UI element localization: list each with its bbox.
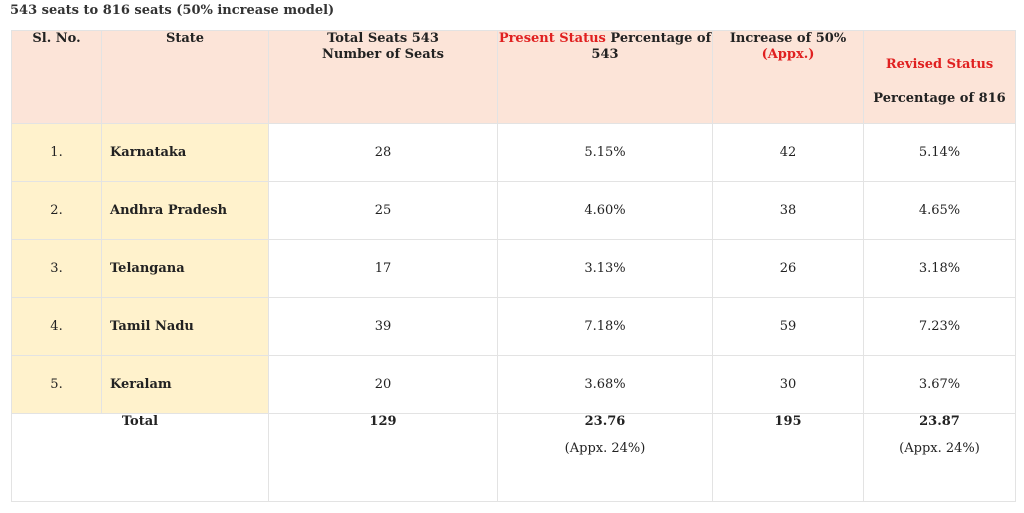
table-row: 3. Telangana 17 3.13% 26 3.18% — [11, 239, 1016, 298]
row-sl-no: 4. — [11, 297, 102, 356]
row-seats: 17 — [268, 239, 498, 298]
total-revised: 23.87 (Appx. 24%) — [863, 413, 1016, 502]
header-total-seats-line2: Number of Seats — [321, 47, 445, 62]
total-increase: 195 — [712, 413, 864, 502]
header-state: State — [101, 30, 269, 124]
row-seats: 20 — [268, 355, 498, 414]
row-increase: 26 — [712, 239, 864, 298]
total-revised-value: 23.87 — [919, 414, 960, 429]
table-row: 1. Karnataka 28 5.15% 42 5.14% — [11, 123, 1016, 182]
row-revised: 3.67% — [863, 355, 1016, 414]
row-sl-no: 2. — [11, 181, 102, 240]
header-increase-line1: Increase of 50% — [729, 31, 847, 46]
row-present: 3.68% — [497, 355, 713, 414]
total-seats: 129 — [268, 413, 498, 502]
row-present: 7.18% — [497, 297, 713, 356]
total-present-value: 23.76 — [584, 414, 626, 429]
row-increase: 38 — [712, 181, 864, 240]
header-present-status: Present Status Percentage of 543 — [497, 30, 713, 124]
row-seats: 25 — [268, 181, 498, 240]
header-total-seats-line1: Total Seats 543 — [327, 31, 439, 46]
total-revised-approx: (Appx. 24%) — [899, 441, 980, 456]
header-revised-status-sub: Percentage of 816 — [873, 91, 1006, 106]
row-increase: 59 — [712, 297, 864, 356]
table-row: 2. Andhra Pradesh 25 4.60% 38 4.65% — [11, 181, 1016, 240]
row-increase: 42 — [712, 123, 864, 182]
row-sl-no: 1. — [11, 123, 102, 182]
row-revised: 3.18% — [863, 239, 1016, 298]
table-caption: 543 seats to 816 seats (50% increase mod… — [10, 3, 335, 18]
row-seats: 28 — [268, 123, 498, 182]
header-increase-appx: (Appx.) — [761, 47, 815, 62]
row-revised: 5.14% — [863, 123, 1016, 182]
row-sl-no: 5. — [11, 355, 102, 414]
row-sl-no: 3. — [11, 239, 102, 298]
total-present: 23.76 (Appx. 24%) — [497, 413, 713, 502]
row-increase: 30 — [712, 355, 864, 414]
row-seats: 39 — [268, 297, 498, 356]
row-state: Andhra Pradesh — [101, 181, 269, 240]
header-row: Sl. No. State Total Seats 543 Number of … — [11, 30, 1016, 124]
row-present: 3.13% — [497, 239, 713, 298]
header-present-status-red: Present Status — [498, 31, 606, 46]
header-revised-status: Revised Status Percentage of 816 — [863, 30, 1016, 124]
row-present: 4.60% — [497, 181, 713, 240]
total-row: Total 129 23.76 (Appx. 24%) 195 23.87 (A… — [11, 413, 1016, 502]
header-present-status-rest: Percentage of — [605, 31, 712, 46]
row-present: 5.15% — [497, 123, 713, 182]
header-increase: Increase of 50% (Appx.) — [712, 30, 864, 124]
seat-allocation-table: Sl. No. State Total Seats 543 Number of … — [11, 30, 1016, 502]
table-row: 5. Keralam 20 3.68% 30 3.67% — [11, 355, 1016, 414]
row-state: Tamil Nadu — [101, 297, 269, 356]
table-row: 4. Tamil Nadu 39 7.18% 59 7.23% — [11, 297, 1016, 356]
header-revised-status-red: Revised Status — [885, 57, 994, 72]
row-revised: 7.23% — [863, 297, 1016, 356]
total-label: Total — [11, 413, 269, 502]
row-state: Telangana — [101, 239, 269, 298]
total-present-approx: (Appx. 24%) — [564, 441, 646, 456]
header-total-seats: Total Seats 543 Number of Seats — [268, 30, 498, 124]
row-state: Karnataka — [101, 123, 269, 182]
header-present-status-line2: 543 — [591, 47, 619, 62]
header-sl-no: Sl. No. — [11, 30, 102, 124]
row-revised: 4.65% — [863, 181, 1016, 240]
row-state: Keralam — [101, 355, 269, 414]
